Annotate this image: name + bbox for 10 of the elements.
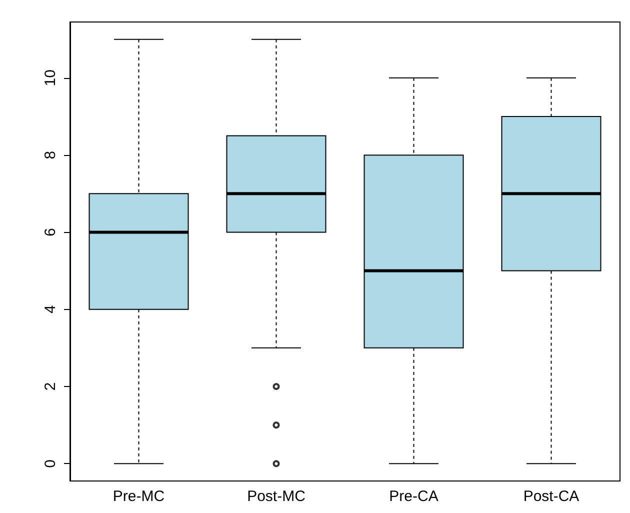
y-tick-label: 0: [42, 459, 59, 468]
y-tick-label: 4: [42, 305, 59, 314]
x-tick-label: Post-MC: [247, 488, 306, 505]
y-tick-label: 2: [42, 382, 59, 391]
x-tick-label: Pre-CA: [389, 488, 438, 505]
y-tick-label: 8: [42, 150, 59, 160]
x-tick-label: Post-CA: [523, 488, 580, 505]
y-tick-label: 10: [42, 70, 59, 86]
x-tick-label: Pre-MC: [112, 488, 165, 505]
y-tick-label: 6: [42, 228, 59, 236]
